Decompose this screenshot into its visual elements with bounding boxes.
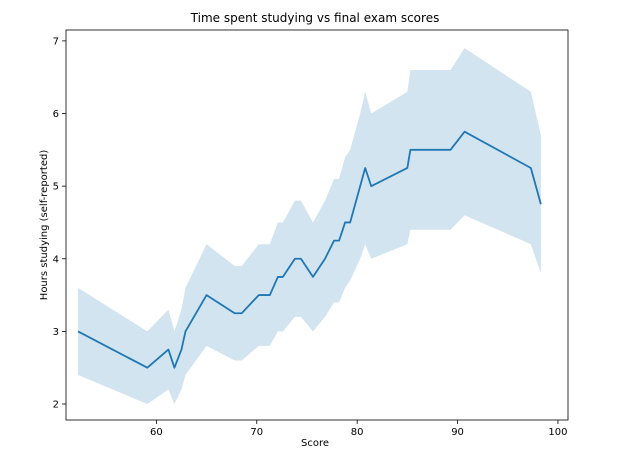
y-tick-label: 7 bbox=[53, 36, 59, 47]
series-line bbox=[77, 130, 542, 369]
plot-area bbox=[77, 48, 542, 405]
axes: 60 70 80 90 100 2 3 4 5 6 7 bbox=[53, 29, 569, 438]
y-tick-label: 6 bbox=[53, 109, 59, 120]
x-tick-label: 70 bbox=[250, 427, 263, 438]
x-tick-label: 80 bbox=[351, 427, 364, 438]
x-tick-label: 60 bbox=[150, 427, 163, 438]
y-tick-label: 5 bbox=[53, 182, 59, 193]
x-axis-label: Score bbox=[301, 438, 329, 449]
x-tick-label: 90 bbox=[451, 427, 464, 438]
y-axis-label: Hours studying (self-reported) bbox=[39, 150, 50, 301]
axes-frame bbox=[65, 29, 569, 421]
confidence-band bbox=[78, 48, 541, 405]
y-tick-label: 3 bbox=[53, 327, 59, 338]
chart-title: Time spent studying vs final exam scores bbox=[190, 11, 440, 25]
y-tick-label: 2 bbox=[53, 400, 59, 411]
x-tick-label: 100 bbox=[548, 427, 567, 438]
y-tick-label: 4 bbox=[53, 254, 59, 265]
